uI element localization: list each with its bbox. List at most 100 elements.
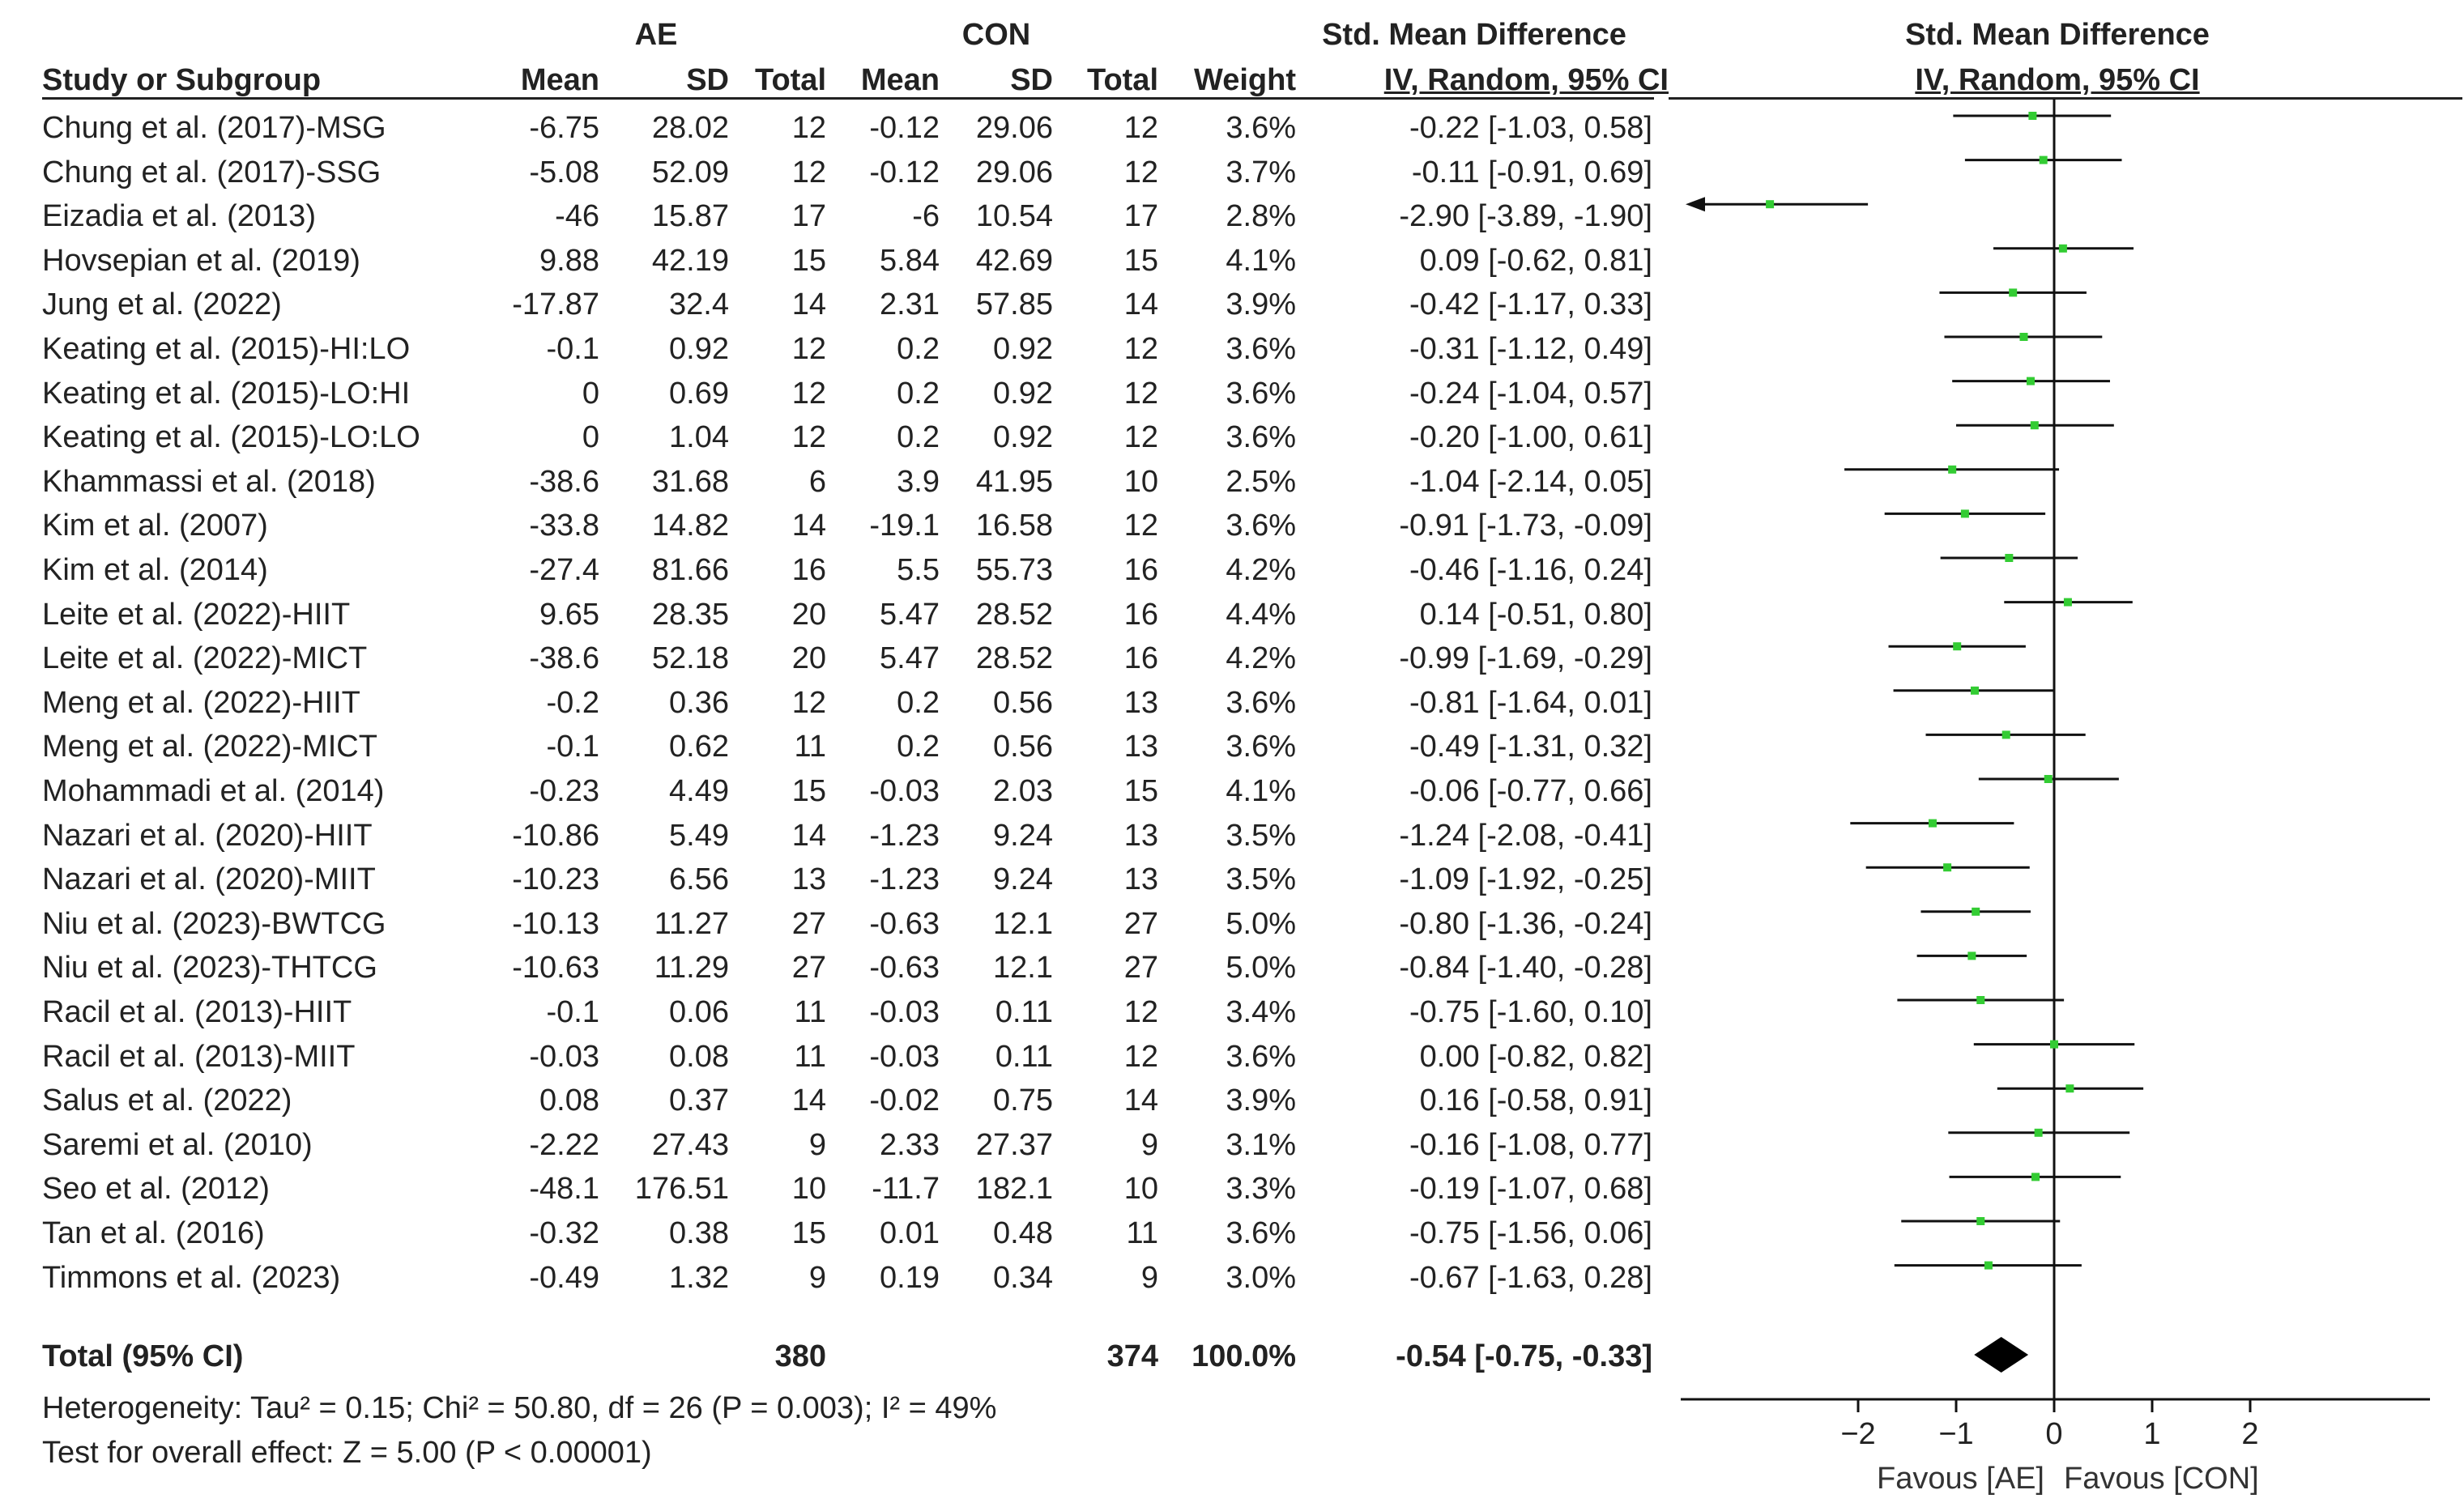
row-con-sd: 0.92 [993, 376, 1053, 411]
effect-point [1948, 465, 1957, 474]
row-con-total: 14 [1123, 1083, 1158, 1118]
study-name: Racil et al. (2013)-MIIT [42, 1039, 356, 1074]
row-ci-text: -0.81 [-1.64, 0.01] [1409, 685, 1652, 720]
row-ae-mean: 0.08 [539, 1083, 599, 1118]
row-con-total: 10 [1123, 464, 1158, 499]
row-con-total: 12 [1123, 155, 1158, 189]
row-ci-text: -0.24 [-1.04, 0.57] [1409, 376, 1652, 411]
row-con-total: 16 [1123, 641, 1158, 676]
con-total-column-header: Total [1087, 63, 1158, 97]
row-weight: 3.6% [1226, 509, 1296, 543]
ci-clipped-arrow [1686, 197, 1705, 212]
row-ae-mean: -2.22 [529, 1127, 599, 1162]
row-con-total: 13 [1123, 730, 1158, 764]
row-con-total: 17 [1123, 199, 1158, 234]
study-name: Niu et al. (2023)-BWTCG [42, 906, 386, 941]
row-con-total: 13 [1123, 862, 1158, 897]
row-weight: 3.9% [1226, 287, 1296, 322]
x-tick-label: 2 [2241, 1417, 2258, 1451]
row-ae-total: 6 [808, 464, 826, 499]
x-tick-label: 1 [2143, 1417, 2160, 1451]
study-name: Racil et al. (2013)-HIIT [42, 995, 352, 1029]
row-ci-text: -0.19 [-1.07, 0.68] [1409, 1172, 1652, 1207]
row-con-sd: 0.48 [993, 1216, 1053, 1250]
row-con-sd: 0.34 [993, 1260, 1053, 1295]
total-label: Total (95% CI) [42, 1339, 244, 1373]
total-weight: 100.0% [1192, 1339, 1296, 1373]
row-ae-sd: 14.82 [651, 509, 729, 543]
row-con-mean: 0.2 [897, 376, 940, 411]
row-con-mean: -0.63 [869, 906, 940, 941]
header-rule-table [42, 97, 1654, 100]
row-weight: 4.4% [1226, 597, 1296, 632]
row-con-mean: 0.2 [897, 730, 940, 764]
row-con-mean: -19.1 [869, 509, 940, 543]
effect-point [1928, 819, 1937, 828]
row-con-total: 10 [1123, 1172, 1158, 1207]
row-ae-mean: -0.32 [529, 1216, 599, 1250]
row-ae-mean: -0.2 [546, 685, 599, 720]
row-ci-text: 0.00 [-0.82, 0.82] [1419, 1039, 1652, 1074]
effect-point [1972, 907, 1980, 916]
study-name: Seo et al. (2012) [42, 1172, 270, 1207]
row-ci-text: -0.42 [-1.17, 0.33] [1409, 287, 1652, 322]
row-con-mean: 0.01 [880, 1216, 940, 1250]
row-con-sd: 0.75 [993, 1083, 1053, 1118]
row-weight: 2.5% [1226, 464, 1296, 499]
row-con-total: 13 [1123, 685, 1158, 720]
row-ae-sd: 11.27 [654, 906, 729, 941]
row-con-mean: -0.12 [869, 155, 940, 189]
effect-point [1953, 642, 1962, 651]
row-ae-total: 12 [791, 376, 826, 411]
effect-point [2019, 333, 2028, 341]
row-ae-total: 27 [791, 906, 826, 941]
row-con-sd: 12.1 [993, 951, 1053, 986]
row-ae-sd: 1.32 [669, 1260, 729, 1295]
smd-plot-title: Std. Mean Difference [1905, 18, 2210, 52]
row-weight: 3.1% [1226, 1127, 1296, 1162]
row-ae-sd: 42.19 [651, 243, 729, 278]
row-ae-total: 11 [794, 995, 826, 1029]
study-name: Nazari et al. (2020)-MIIT [42, 862, 376, 897]
row-weight: 3.4% [1226, 995, 1296, 1029]
effect-point [1984, 1261, 1993, 1270]
row-ae-sd: 0.69 [669, 376, 729, 411]
effect-point [2058, 244, 2067, 253]
row-weight: 3.6% [1226, 111, 1296, 145]
row-ci-text: -0.49 [-1.31, 0.32] [1409, 730, 1652, 764]
row-ae-mean: -38.6 [529, 464, 599, 499]
row-ae-sd: 0.92 [669, 332, 729, 366]
row-con-sd: 0.92 [993, 420, 1053, 455]
row-weight: 3.6% [1226, 730, 1296, 764]
row-con-sd: 2.03 [993, 774, 1053, 808]
effect-point [1943, 863, 1952, 872]
row-con-total: 16 [1123, 553, 1158, 587]
effect-point [1976, 996, 1985, 1004]
row-con-sd: 55.73 [975, 553, 1053, 587]
row-con-mean: 5.47 [880, 641, 940, 676]
effect-point [1967, 951, 1976, 960]
row-con-sd: 0.92 [993, 332, 1053, 366]
row-con-total: 15 [1123, 774, 1158, 808]
row-ae-total: 9 [808, 1127, 826, 1162]
row-ae-sd: 0.08 [669, 1039, 729, 1074]
total-ae-count: 380 [774, 1339, 826, 1373]
row-ae-sd: 27.43 [651, 1127, 729, 1162]
row-con-mean: -1.23 [869, 818, 940, 853]
study-name: Leite et al. (2022)-MICT [42, 641, 368, 676]
row-ae-mean: 0 [582, 420, 599, 455]
row-ae-total: 15 [791, 774, 826, 808]
effect-point [1960, 509, 1969, 518]
forest-plot-chart: −2 −1 0 1 2 Favous [AE] Favous [CON] [1681, 99, 2430, 1496]
row-ae-mean: -5.08 [529, 155, 599, 189]
row-con-sd: 42.69 [975, 243, 1053, 278]
x-tick-label: −1 [1938, 1417, 1973, 1451]
row-weight: 3.5% [1226, 818, 1296, 853]
row-ci-text: -1.04 [-2.14, 0.05] [1409, 464, 1652, 499]
row-con-mean: 0.2 [897, 420, 940, 455]
effect-point [1976, 1217, 1985, 1225]
study-name: Hovsepian et al. (2019) [42, 243, 360, 278]
row-ae-total: 15 [791, 243, 826, 278]
row-ae-mean: 9.65 [539, 597, 599, 632]
